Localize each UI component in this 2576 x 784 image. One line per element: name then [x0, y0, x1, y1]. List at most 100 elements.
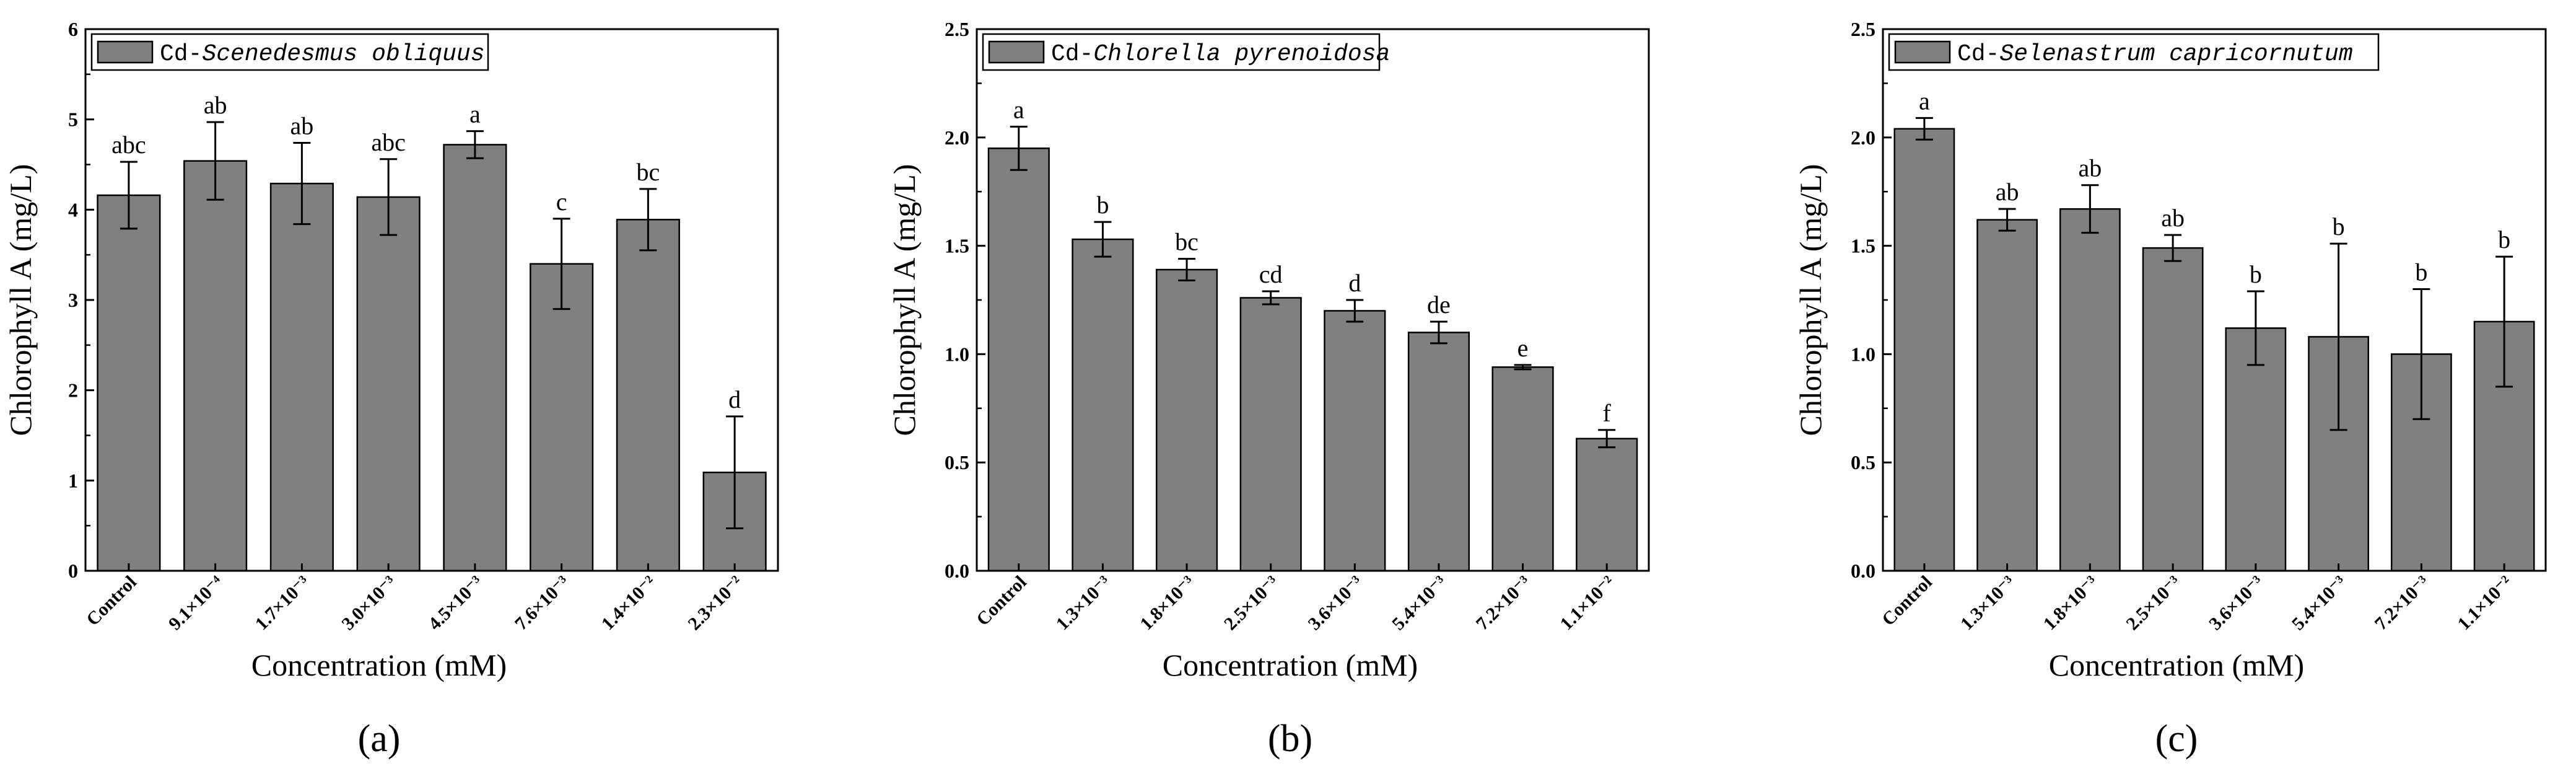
y-tick-label: 5: [68, 108, 78, 131]
y-tick-label: 1.5: [945, 235, 969, 257]
x-tick-label: 7.2×10⁻³: [1472, 572, 1535, 635]
significance-label: b: [2250, 260, 2262, 288]
significance-label: ab: [1996, 178, 2019, 206]
x-tick-label: 1.8×10⁻³: [1136, 572, 1198, 635]
x-tick-label: 5.4×10⁻³: [2288, 572, 2351, 635]
y-tick-label: 2.0: [1851, 126, 1875, 149]
x-tick-label: 5.4×10⁻³: [1388, 572, 1451, 635]
bar: [1407, 332, 1470, 572]
y-axis-title: Chlorophyll A (mg/L): [3, 164, 38, 436]
panel-c: a ab ab ab b b b b 0.0 0.5 1.0 1.5 2.0 2.5 Control 1.3×…: [1793, 18, 2547, 760]
y-tick-label: 2.5: [945, 18, 969, 40]
y-tick-label: 0: [68, 560, 78, 582]
significance-label: b: [2498, 226, 2510, 253]
significance-label: d: [1348, 269, 1361, 297]
significance-label: de: [1427, 291, 1451, 319]
bar: [269, 182, 334, 572]
x-tick-label: 1.3×10⁻³: [1052, 572, 1115, 635]
bar: [1893, 128, 1955, 572]
y-tick-label: 3: [68, 289, 78, 311]
x-tick-label: 3.6×10⁻³: [1304, 572, 1367, 635]
bar: [616, 219, 680, 572]
x-axis-title: Concentration (mM): [251, 648, 507, 682]
significance-label: abc: [371, 128, 406, 156]
x-tick-label: 1.3×10⁻³: [1957, 572, 2019, 635]
y-tick-label: 1: [68, 469, 78, 491]
significance-label: b: [2415, 258, 2427, 286]
panel-label: (b): [1268, 718, 1312, 760]
significance-label: b: [1096, 191, 1109, 219]
bar: [1155, 268, 1218, 572]
bar: [1239, 297, 1302, 572]
x-tick-label: 1.4×10⁻²: [598, 572, 660, 635]
x-axis-title: Concentration (mM): [1163, 648, 1418, 682]
significance-label: e: [1517, 334, 1529, 362]
y-axis-title: Chlorophyll A (mg/L): [887, 164, 922, 436]
y-tick-label: 0.5: [945, 451, 969, 473]
panel-a: abc ab ab abc a c bc d 0 1 2 3 4 5 6 Control 9.1×10⁻⁴ 1.7…: [3, 18, 779, 760]
y-tick-label: 6: [68, 18, 78, 40]
legend-prefix: Cd-: [1957, 41, 1999, 68]
legend-swatch: [988, 40, 1045, 64]
legend-prefix: Cd-: [160, 41, 202, 68]
legend-species: Chlorella pyrenoidosa: [1093, 41, 1390, 68]
x-tick-label: 2.3×10⁻²: [684, 572, 746, 635]
x-tick-label: 1.1×10⁻²: [2453, 572, 2516, 635]
bar: [97, 194, 161, 572]
significance-label: ab: [290, 112, 313, 140]
legend-species: Scenedesmus obliquus: [202, 41, 484, 68]
x-tick-label: Control: [82, 572, 141, 630]
significance-label: bc: [1175, 228, 1198, 256]
bar: [1576, 438, 1638, 572]
legend-swatch: [1894, 40, 1951, 64]
bar: [1324, 310, 1386, 572]
significance-label: f: [1603, 399, 1612, 427]
bar: [530, 263, 594, 572]
significance-label: cd: [1259, 260, 1283, 288]
legend-box: [982, 33, 1381, 71]
panel-label-text: (b): [1268, 718, 1312, 760]
y-axis-title: Chlorophyll A (mg/L): [1793, 164, 1828, 436]
legend-label: Cd-Chlorella pyrenoidosa: [1051, 41, 1390, 68]
x-tick-label: 1.8×10⁻³: [2040, 572, 2102, 635]
x-tick-label: Control: [1878, 572, 1936, 630]
panel-b: a b bc cd d de e f 0.0 0.5 1.0 1.5 2.0 2.5 Control 1.3×…: [887, 18, 1650, 760]
panel-label-text: (c): [2155, 718, 2198, 760]
significance-label: a: [1919, 87, 1930, 115]
significance-label: bc: [636, 158, 660, 186]
legend-label: Cd-Selenastrum capricornutum: [1957, 41, 2353, 68]
significance-label: c: [556, 188, 567, 216]
legend-label: Cd-Scenedesmus obliquus: [160, 41, 485, 68]
y-tick-label: 0.0: [945, 560, 969, 582]
x-tick-label: 7.2×10⁻³: [2371, 572, 2434, 635]
x-tick-label: Control: [972, 572, 1031, 630]
bar: [443, 144, 507, 572]
bar: [2142, 247, 2204, 572]
y-tick-label: 2.0: [945, 126, 969, 149]
bar: [1072, 238, 1134, 572]
x-tick-label: 3.6×10⁻³: [2205, 572, 2268, 635]
x-tick-label: 1.1×10⁻²: [1556, 572, 1618, 635]
y-tick-label: 4: [68, 198, 78, 221]
x-tick-label: 4.5×10⁻³: [424, 572, 487, 635]
y-tick-label: 1.0: [1851, 343, 1875, 365]
x-tick-label: 2.5×10⁻³: [2122, 572, 2185, 635]
significance-label: ab: [2078, 154, 2102, 182]
bar: [2059, 208, 2121, 572]
significance-label: d: [728, 385, 741, 413]
bar: [183, 160, 248, 572]
legend-species: Selenastrum capricornutum: [1999, 41, 2352, 68]
y-tick-label: 2.5: [1851, 18, 1875, 40]
significance-label: ab: [204, 91, 227, 119]
bar: [1976, 219, 2038, 572]
bar: [2225, 327, 2287, 572]
panel-label: (c): [2155, 718, 2198, 760]
x-tick-label: 3.0×10⁻³: [338, 572, 400, 635]
bar: [356, 196, 421, 572]
bar: [1491, 366, 1554, 572]
bar: [987, 148, 1050, 572]
significance-label: a: [1013, 95, 1024, 123]
x-tick-label: 9.1×10⁻⁴: [165, 572, 227, 635]
y-tick-label: 0.0: [1851, 560, 1875, 582]
